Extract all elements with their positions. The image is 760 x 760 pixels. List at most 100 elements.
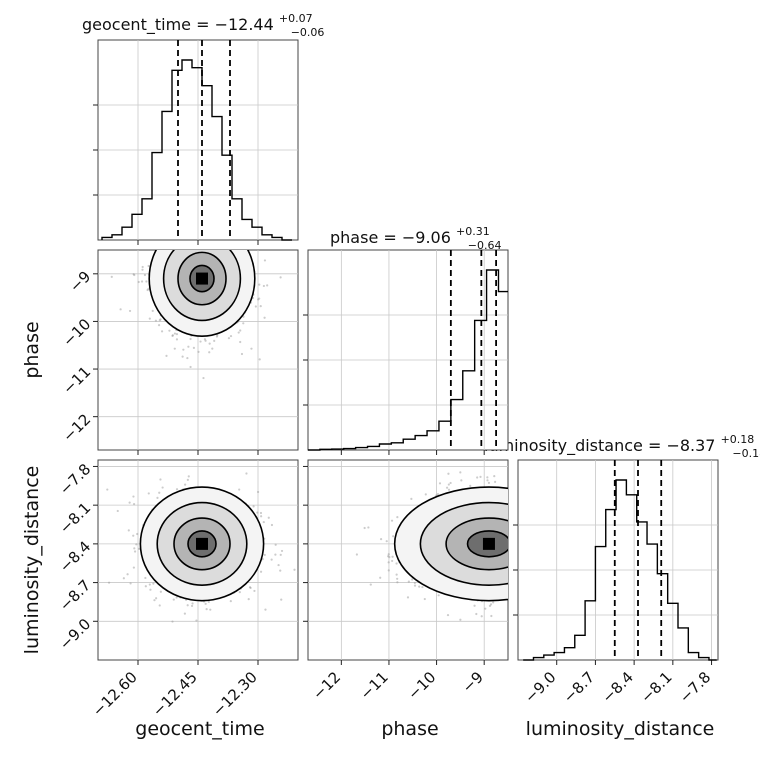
scatter-point xyxy=(173,347,176,350)
scatter-point xyxy=(260,515,263,518)
scatter-point xyxy=(132,495,135,498)
scatter-point xyxy=(259,305,262,308)
scatter-point xyxy=(262,284,265,288)
x-tick-label: −12 xyxy=(309,668,344,703)
scatter-point xyxy=(190,604,194,608)
scatter-point xyxy=(197,350,200,354)
scatter-point xyxy=(195,619,198,622)
scatter-point xyxy=(385,540,388,543)
scatter-point xyxy=(270,558,273,561)
panel-frame xyxy=(307,249,509,451)
scatter-point xyxy=(238,591,241,594)
scatter-point xyxy=(141,268,144,271)
scatter-point xyxy=(202,376,205,380)
scatter-point xyxy=(136,532,139,536)
x-tick-label: −8.1 xyxy=(637,668,675,706)
scatter-point xyxy=(175,596,178,599)
scatter-point xyxy=(133,547,136,550)
scatter-point xyxy=(279,276,282,279)
title-geocent-time-main: geocent_time = −12.44 xyxy=(82,15,274,35)
scatter-point xyxy=(238,488,241,491)
scatter-point xyxy=(473,604,476,607)
scatter-point xyxy=(254,305,257,308)
scatter-point xyxy=(413,581,416,585)
scatter-point xyxy=(252,505,255,508)
scatter-point xyxy=(494,480,497,483)
title-phase-main: phase = −9.06 xyxy=(330,228,451,247)
scatter-point xyxy=(379,576,382,579)
scatter-point xyxy=(227,337,231,340)
scatter-point xyxy=(256,511,259,514)
scatter-point xyxy=(143,273,147,277)
scatter-point xyxy=(253,589,256,593)
scatter-point xyxy=(145,451,147,453)
density-peak xyxy=(196,537,208,550)
xlabel-luminosity-distance: luminosity_distance xyxy=(526,718,715,740)
scatter-point xyxy=(192,346,196,350)
scatter-point xyxy=(189,365,192,369)
x-tick-label: −9 xyxy=(459,668,487,696)
scatter-point xyxy=(469,484,472,487)
scatter-point xyxy=(184,483,187,486)
scatter-point xyxy=(367,526,370,529)
scatter-point xyxy=(191,602,194,605)
scatter-point xyxy=(204,339,207,342)
scatter-point xyxy=(107,581,111,584)
scatter-point xyxy=(447,472,450,475)
scatter-point xyxy=(245,472,248,475)
scatter-group xyxy=(355,471,508,621)
scatter-point xyxy=(159,478,162,481)
ylabel-luminosity-distance: luminosity_distance xyxy=(21,466,43,655)
y-tick-label: −11 xyxy=(59,363,94,398)
scatter-point xyxy=(390,519,394,522)
scatter-point xyxy=(396,581,399,584)
scatter-point xyxy=(119,308,122,311)
xlabel-geocent-time: geocent_time xyxy=(135,718,264,740)
scatter-point xyxy=(263,259,267,262)
scatter-point xyxy=(355,553,358,556)
scatter-point xyxy=(407,580,410,583)
scatter-group xyxy=(110,250,282,380)
scatter-point xyxy=(387,553,390,556)
scatter-point xyxy=(460,479,463,482)
y-tick-label: −8.7 xyxy=(56,576,94,614)
scatter-point xyxy=(436,493,440,496)
scatter-point xyxy=(445,486,449,489)
scatter-point xyxy=(488,604,492,608)
scatter-point xyxy=(459,618,462,621)
scatter-point xyxy=(280,549,284,553)
scatter-point xyxy=(132,566,135,569)
scatter-point xyxy=(122,577,125,580)
scatter-point xyxy=(259,570,263,573)
title-geocent-time-minus: −0.06 xyxy=(291,26,325,39)
x-tick-label: −11 xyxy=(357,668,392,703)
x-tick-label: −12.30 xyxy=(209,668,261,720)
scatter-point xyxy=(423,597,426,601)
x-tick-label: −9.0 xyxy=(521,668,559,706)
scatter-group xyxy=(106,451,296,623)
scatter-point xyxy=(128,309,132,313)
x-tick-label: −12.45 xyxy=(149,668,201,720)
scatter-point xyxy=(159,590,162,593)
scatter-point xyxy=(447,483,450,486)
ylabel-phase: phase xyxy=(21,321,43,378)
scatter-point xyxy=(173,332,177,335)
scatter-point xyxy=(137,280,140,284)
scatter-point xyxy=(133,550,137,553)
scatter-point xyxy=(413,584,417,587)
scatter-point xyxy=(116,509,119,513)
y-tick-label: −8.1 xyxy=(56,499,94,537)
scatter-point xyxy=(490,614,493,618)
scatter-point xyxy=(264,608,267,611)
x-tick-label: −8.4 xyxy=(598,668,636,706)
y-tick-label: −10 xyxy=(59,315,94,350)
y-tick-label: −8.4 xyxy=(56,538,94,576)
scatter-point xyxy=(110,275,113,278)
scatter-point xyxy=(438,482,442,485)
scatter-point xyxy=(406,596,410,599)
scatter-point xyxy=(258,358,261,361)
scatter-point xyxy=(205,607,208,611)
scatter-point xyxy=(424,493,427,496)
scatter-point xyxy=(493,475,496,478)
scatter-point xyxy=(204,602,207,605)
